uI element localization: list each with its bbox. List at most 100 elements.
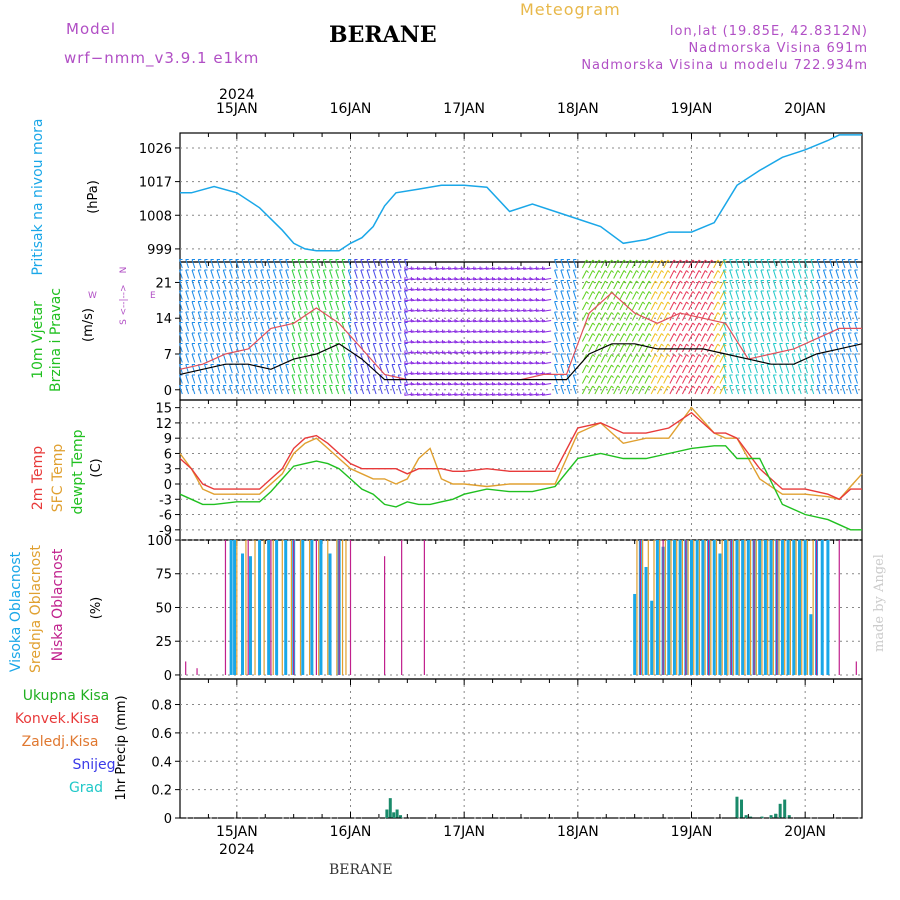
wind-barb xyxy=(754,280,758,290)
wind-barb-flag xyxy=(485,360,487,364)
wind-barb xyxy=(625,375,631,384)
wind-barb xyxy=(816,343,821,353)
wind-barb xyxy=(681,385,687,395)
wind-barb-flag xyxy=(667,259,671,263)
wind-barb xyxy=(631,259,637,269)
wind-barb-flag xyxy=(516,308,519,312)
wind-barb xyxy=(581,291,587,300)
wind-barb xyxy=(754,259,758,269)
wind-dir-arrow: <--|--> xyxy=(119,284,129,315)
wind-barb-flag xyxy=(516,266,519,270)
wind-barb xyxy=(797,332,802,342)
wind-barb-flag xyxy=(441,360,444,364)
wind-barb-flag xyxy=(698,354,702,357)
wind-barb xyxy=(492,341,502,344)
wind-barb xyxy=(210,269,215,279)
wind-barb xyxy=(797,269,802,279)
wind-barb-flag xyxy=(504,360,506,364)
wind-barb xyxy=(841,269,846,279)
wind-barb xyxy=(700,343,706,353)
wind-barb xyxy=(566,301,571,311)
wind-barb xyxy=(694,333,700,342)
wind-barb xyxy=(729,374,733,384)
wind-barb xyxy=(254,332,258,342)
wind-barb-flag xyxy=(604,385,608,389)
wind-barb xyxy=(366,322,371,332)
wind-barb-flag xyxy=(454,392,456,396)
wind-barb-flag xyxy=(541,381,544,385)
wind-barb-flag xyxy=(604,333,608,336)
wind-barb xyxy=(247,385,252,395)
wind-barb xyxy=(688,312,694,321)
wind-barb-flag xyxy=(435,371,437,375)
panel-frame xyxy=(179,132,863,263)
wind-barb xyxy=(797,280,802,290)
wind-barb-flag xyxy=(529,266,531,270)
wind-barb xyxy=(454,288,464,291)
wind-barb xyxy=(241,280,246,290)
wind-barb xyxy=(713,312,719,321)
wind-barb xyxy=(566,259,571,269)
x-date-label-bottom: 15JAN xyxy=(216,824,258,840)
wind-barb xyxy=(304,374,308,384)
wind-barb xyxy=(410,299,420,302)
wind-barb-flag xyxy=(435,392,437,396)
wind-barb xyxy=(510,383,520,386)
wind-barb xyxy=(404,299,414,302)
wind-barb-flag xyxy=(541,350,544,354)
wind-barb xyxy=(847,332,852,342)
wind-barb xyxy=(260,269,265,279)
wind-barb xyxy=(291,311,296,321)
wind-barb-flag xyxy=(598,375,602,378)
wind-barb-flag xyxy=(648,385,652,389)
wind-barb-flag xyxy=(586,375,589,378)
wind-barb xyxy=(581,333,587,342)
wind-barb xyxy=(485,372,495,375)
wind-barb xyxy=(779,269,783,279)
wind-barb-flag xyxy=(497,371,500,375)
cloud-bar-high xyxy=(241,553,245,675)
wind-barb-flag xyxy=(611,280,614,284)
wind-barb xyxy=(479,330,489,333)
wind-barb xyxy=(372,259,377,269)
wind-barb-flag xyxy=(491,371,494,375)
wind-barb xyxy=(310,374,315,384)
wind-barb xyxy=(247,301,252,311)
wind-barb xyxy=(391,343,396,353)
wind-barb xyxy=(625,280,631,290)
wind-barb xyxy=(542,309,552,312)
wind-barb xyxy=(304,322,308,332)
wind-barb-flag xyxy=(723,364,727,368)
wind-barb xyxy=(385,290,390,300)
wind-barb-flag xyxy=(623,385,627,389)
wind-barb-flag xyxy=(698,333,702,336)
wind-barb xyxy=(804,301,808,311)
wind-barb xyxy=(316,374,321,384)
wind-barb-flag xyxy=(592,280,596,284)
wind-barb-flag xyxy=(623,364,627,368)
wind-barb xyxy=(797,343,802,353)
wind-barb xyxy=(822,301,827,311)
wind-barb-flag xyxy=(723,343,727,347)
wind-barb-flag xyxy=(686,280,689,284)
wind-barb-flag xyxy=(435,266,437,270)
wind-barb xyxy=(822,364,827,374)
wind-barb xyxy=(479,372,489,375)
wind-barb-flag xyxy=(447,360,450,364)
wind-barb xyxy=(722,280,727,290)
wind-barb xyxy=(417,393,427,396)
cloud-bar-high xyxy=(769,540,773,675)
wind-barb-flag xyxy=(416,308,419,312)
wind-barb xyxy=(479,383,489,386)
wind-barb xyxy=(291,343,296,353)
wind-barb xyxy=(510,309,520,312)
wind-barb xyxy=(719,291,725,300)
wind-barb-flag xyxy=(723,375,727,378)
wind-barb xyxy=(260,259,265,269)
wind-barb xyxy=(423,372,433,375)
wind-barb-flag xyxy=(642,270,646,273)
wind-barb xyxy=(700,364,706,374)
wind-barb-flag xyxy=(648,354,652,357)
wind-barb-flag xyxy=(472,350,475,354)
wind-barb xyxy=(397,311,402,321)
